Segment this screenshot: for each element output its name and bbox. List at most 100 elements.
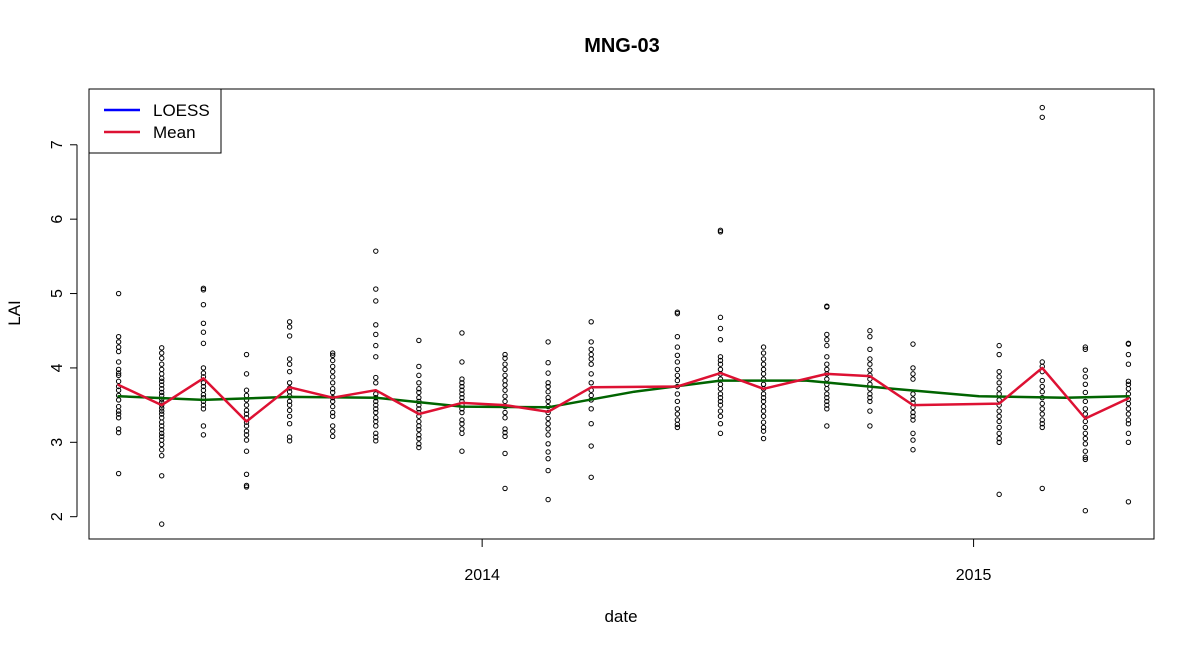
legend-box — [88, 88, 222, 154]
data-point — [1082, 406, 1089, 412]
data-point — [996, 342, 1002, 349]
data-point — [373, 402, 379, 408]
data-point — [416, 444, 422, 451]
data-point — [545, 370, 551, 376]
data-point — [373, 415, 379, 421]
data-point — [867, 423, 873, 429]
data-point — [115, 378, 122, 385]
data-point — [717, 430, 724, 437]
data-point — [200, 392, 207, 398]
data-point — [200, 402, 207, 408]
data-point — [1039, 359, 1045, 365]
data-point — [329, 409, 336, 416]
x-tick-label: 2014 — [464, 567, 500, 584]
data-point — [115, 339, 122, 345]
data-point — [824, 386, 830, 392]
data-point — [159, 389, 165, 396]
data-point — [588, 361, 594, 367]
data-point — [1082, 418, 1089, 425]
y-tick-label: 7 — [49, 140, 66, 149]
data-point — [760, 398, 767, 405]
data-point — [373, 423, 379, 429]
data-point — [200, 287, 207, 293]
data-point — [1125, 421, 1132, 427]
data-point — [243, 392, 250, 399]
data-point — [1039, 406, 1045, 412]
data-point — [243, 371, 250, 377]
data-point — [159, 423, 165, 429]
data-point — [243, 423, 250, 429]
data-point — [373, 342, 379, 349]
data-point — [674, 377, 681, 384]
data-point — [588, 339, 594, 345]
data-point — [545, 432, 551, 438]
data-point — [286, 402, 293, 408]
data-point — [416, 418, 422, 425]
data-point — [996, 435, 1002, 442]
data-point — [159, 350, 165, 356]
data-point — [545, 380, 551, 386]
data-point — [824, 406, 830, 412]
legend: LOESS Mean — [88, 88, 222, 154]
data-point — [1082, 454, 1089, 460]
data-point — [867, 356, 873, 362]
data-point — [416, 435, 422, 442]
data-point — [502, 361, 508, 367]
data-point — [545, 426, 551, 432]
data-point — [910, 341, 916, 347]
data-point — [243, 407, 250, 414]
data-point — [996, 351, 1002, 358]
data-point — [760, 413, 767, 419]
data-point — [1082, 424, 1089, 431]
data-point — [824, 366, 830, 373]
data-point — [286, 438, 293, 444]
data-point — [373, 409, 379, 416]
data-point — [996, 430, 1002, 437]
data-point — [159, 521, 165, 527]
data-point — [910, 391, 916, 397]
data-point — [159, 430, 165, 437]
data-point — [200, 406, 207, 412]
data-point — [674, 421, 681, 428]
data-point — [674, 372, 681, 379]
data-point — [329, 433, 336, 440]
data-point — [502, 366, 508, 373]
y-tick-label: 4 — [49, 363, 66, 372]
data-point — [373, 322, 379, 328]
data-point — [115, 359, 122, 365]
data-point — [1082, 389, 1089, 396]
data-point — [459, 430, 465, 437]
data-point — [717, 366, 724, 373]
data-point — [674, 406, 681, 412]
data-point — [545, 421, 551, 427]
data-point — [674, 417, 681, 423]
data-point — [824, 391, 830, 397]
data-point — [416, 406, 422, 412]
data-point — [329, 368, 336, 375]
data-point — [588, 392, 594, 399]
data-point — [243, 471, 250, 477]
data-point — [824, 376, 830, 382]
data-point — [416, 426, 422, 433]
data-point — [159, 382, 165, 388]
data-point — [717, 361, 724, 367]
data-point — [760, 408, 767, 414]
data-point — [159, 408, 165, 414]
data-point — [329, 374, 336, 380]
data-point — [159, 361, 165, 367]
data-point — [996, 413, 1002, 419]
data-point — [824, 423, 830, 429]
data-point — [674, 359, 681, 365]
data-point — [329, 403, 336, 410]
data-point — [824, 331, 830, 338]
data-point — [996, 408, 1002, 414]
data-point — [115, 470, 122, 477]
data-point — [1039, 377, 1045, 384]
data-point — [760, 381, 767, 387]
data-point — [674, 424, 681, 431]
data-point — [1082, 441, 1089, 447]
y-tick-label: 3 — [49, 438, 66, 447]
y-tick-label: 6 — [49, 215, 66, 224]
y-axis-label: LAI — [5, 300, 24, 326]
data-point — [1082, 456, 1089, 463]
